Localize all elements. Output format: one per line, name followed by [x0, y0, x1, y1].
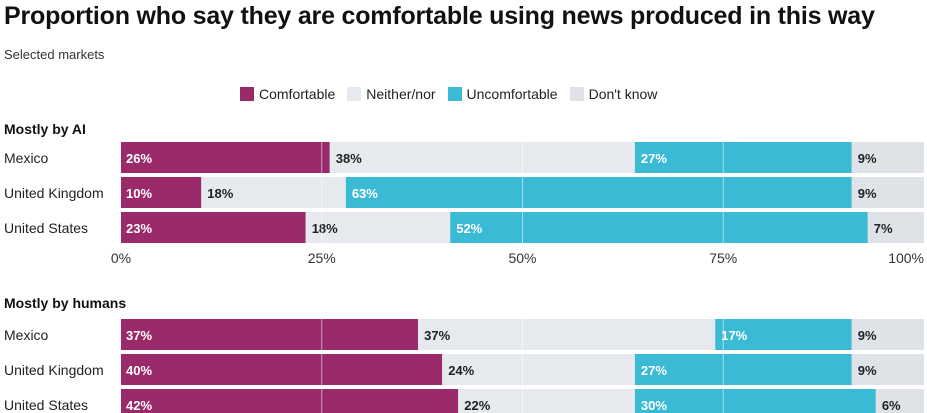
bar-uncomfortable-0-0 [634, 142, 852, 173]
bar-label-neither-0-1: 18% [207, 186, 233, 201]
bar-neither-0-0 [329, 142, 635, 173]
x-tick-label-4: 100% [888, 250, 924, 266]
legend-swatch-dont-know [569, 87, 584, 101]
bar-dont-know-1-0 [851, 319, 924, 350]
bar-label-neither-1-1: 24% [448, 363, 474, 378]
bar-label-uncomfortable-0-0: 27% [641, 151, 667, 166]
chart-subtitle: Selected markets [4, 47, 105, 62]
bar-comfortable-1-2 [121, 389, 459, 413]
legend-swatch-comfortable [240, 87, 254, 101]
bar-label-uncomfortable-0-2: 52% [456, 221, 482, 236]
legend: Comfortable Neither/nor Uncomfortable Do… [240, 86, 669, 102]
bar-label-uncomfortable-1-1: 27% [641, 363, 667, 378]
group-label-1: Mostly by humans [4, 295, 126, 311]
bar-neither-1-2 [458, 389, 635, 413]
x-tick-label-1: 25% [308, 250, 336, 266]
legend-item-neither: Neither/nor [347, 86, 436, 102]
group-label-0: Mostly by AI [4, 121, 86, 137]
bar-uncomfortable-0-1 [345, 177, 852, 208]
bar-label-comfortable-0-0: 26% [126, 151, 152, 166]
row-label-1-1: United Kingdom [4, 362, 104, 378]
bar-label-uncomfortable-0-1: 63% [352, 186, 378, 201]
bar-label-dont-know-0-2: 7% [874, 221, 893, 236]
legend-label-neither: Neither/nor [366, 86, 436, 102]
row-label-0-1: United Kingdom [4, 185, 104, 201]
legend-swatch-uncomfortable [447, 87, 462, 101]
bar-comfortable-0-1 [121, 177, 202, 208]
bar-comfortable-0-0 [121, 142, 330, 173]
bar-uncomfortable-0-2 [450, 212, 868, 243]
bar-neither-1-1 [442, 354, 635, 385]
row-label-0-0: Mexico [4, 150, 49, 166]
legend-item-comfortable: Comfortable [240, 86, 335, 102]
legend-swatch-neither [347, 87, 362, 101]
x-tick-label-2: 50% [508, 250, 536, 266]
bar-label-dont-know-0-1: 9% [858, 186, 877, 201]
bar-label-comfortable-0-2: 23% [126, 221, 152, 236]
bar-neither-0-2 [305, 212, 451, 243]
bar-dont-know-0-0 [851, 142, 924, 173]
bar-dont-know-1-2 [875, 389, 924, 413]
bar-neither-1-0 [418, 319, 716, 350]
bar-comfortable-1-0 [121, 319, 419, 350]
bar-label-neither-1-2: 22% [464, 398, 490, 413]
bar-comfortable-1-1 [121, 354, 443, 385]
x-tick-label-0: 0% [111, 250, 131, 266]
bar-label-uncomfortable-1-2: 30% [641, 398, 667, 413]
bar-dont-know-0-2 [867, 212, 924, 243]
row-label-0-2: United States [4, 220, 88, 236]
bar-label-dont-know-1-0: 9% [858, 328, 877, 343]
chart-title: Proportion who say they are comfortable … [4, 2, 875, 30]
bar-label-comfortable-1-1: 40% [126, 363, 152, 378]
bar-label-comfortable-1-0: 37% [126, 328, 152, 343]
bar-label-uncomfortable-1-0: 17% [721, 328, 747, 343]
legend-label-comfortable: Comfortable [259, 86, 336, 102]
bar-label-neither-0-0: 38% [336, 151, 362, 166]
row-label-1-0: Mexico [4, 327, 49, 343]
bar-label-dont-know-0-0: 9% [858, 151, 877, 166]
bar-label-comfortable-1-2: 42% [126, 398, 152, 413]
bar-dont-know-0-1 [851, 177, 924, 208]
bar-dont-know-1-1 [851, 354, 924, 385]
row-label-1-2: United States [4, 397, 88, 413]
bar-label-dont-know-1-2: 6% [882, 398, 901, 413]
legend-label-dont-know: Don't know [588, 86, 658, 102]
bar-label-neither-0-2: 18% [312, 221, 338, 236]
legend-label-uncomfortable: Uncomfortable [466, 86, 558, 102]
legend-item-dont-know: Don't know [569, 86, 658, 102]
x-tick-label-3: 75% [709, 250, 737, 266]
legend-item-uncomfortable: Uncomfortable [447, 86, 558, 102]
bar-uncomfortable-1-1 [634, 354, 852, 385]
bar-label-dont-know-1-1: 9% [858, 363, 877, 378]
bar-label-neither-1-0: 37% [424, 328, 450, 343]
bar-uncomfortable-1-2 [634, 389, 876, 413]
bar-uncomfortable-1-0 [715, 319, 852, 350]
bar-label-comfortable-0-1: 10% [126, 186, 152, 201]
bar-comfortable-0-2 [121, 212, 306, 243]
